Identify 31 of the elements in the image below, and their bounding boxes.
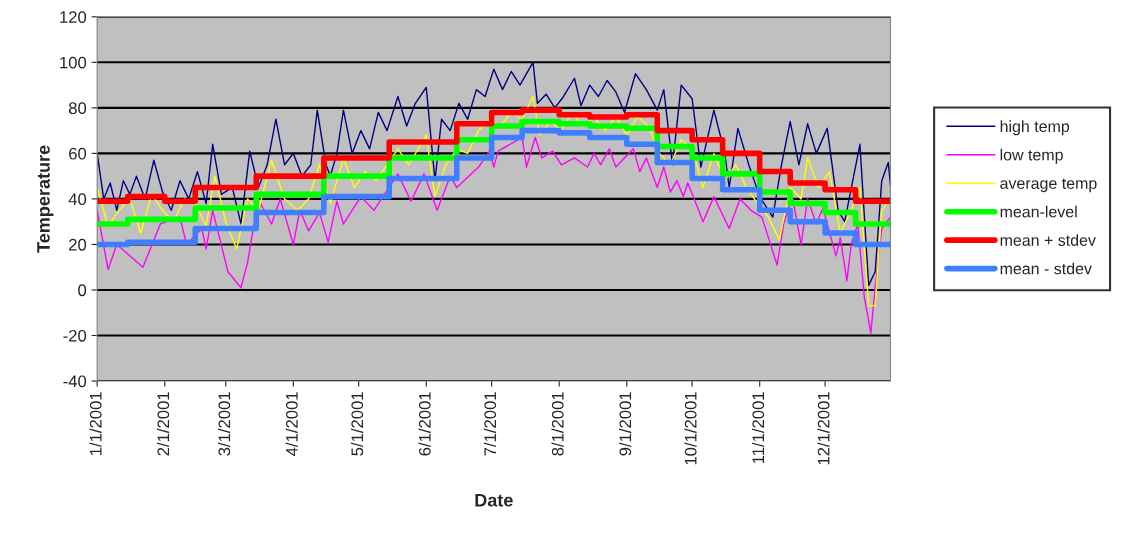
x-tick-label: 8/1/2001 xyxy=(551,392,564,456)
legend-label: high temp xyxy=(1000,120,1070,136)
legend-label: low temp xyxy=(1000,148,1063,164)
x-tick-label: 4/1/2001 xyxy=(285,392,298,456)
legend-label: mean - stdev xyxy=(1000,262,1092,275)
x-tick-label: 9/1/2001 xyxy=(618,392,632,456)
x-tick-label: 2/1/2001 xyxy=(156,392,170,456)
x-tick-label: 5/1/2001 xyxy=(350,392,364,456)
legend-label: average temp xyxy=(1000,178,1097,193)
y-tick-label: -40 xyxy=(63,375,87,388)
y-tick-label: 80 xyxy=(68,102,87,115)
legend-label: mean-level xyxy=(1000,205,1077,218)
line-series xyxy=(97,136,891,334)
x-axis-title: Date xyxy=(475,494,513,507)
x-tick-label: 6/1/2001 xyxy=(418,392,431,456)
y-tick-label: -20 xyxy=(63,329,87,342)
x-tick-label: 11/1/2001 xyxy=(751,392,765,464)
x-tick-label: 3/1/2001 xyxy=(217,392,231,456)
y-tick-label: 120 xyxy=(60,11,87,24)
x-tick-label: 12/1/2001 xyxy=(817,392,830,465)
y-tick-label: 100 xyxy=(60,56,87,69)
y-tick-label: 60 xyxy=(69,147,87,160)
y-tick-label: 20 xyxy=(69,238,87,251)
x-tick-label: 7/1/2001 xyxy=(483,392,497,456)
legend-label: mean + stdev xyxy=(1000,234,1096,246)
x-tick-label: 10/1/2001 xyxy=(684,392,697,465)
x-tick-label: 1/1/2001 xyxy=(89,392,102,456)
y-tick-label: 0 xyxy=(78,284,87,297)
y-tick-label: 40 xyxy=(68,193,87,206)
line-series xyxy=(97,61,891,287)
y-axis-title: Temperature xyxy=(37,145,54,253)
